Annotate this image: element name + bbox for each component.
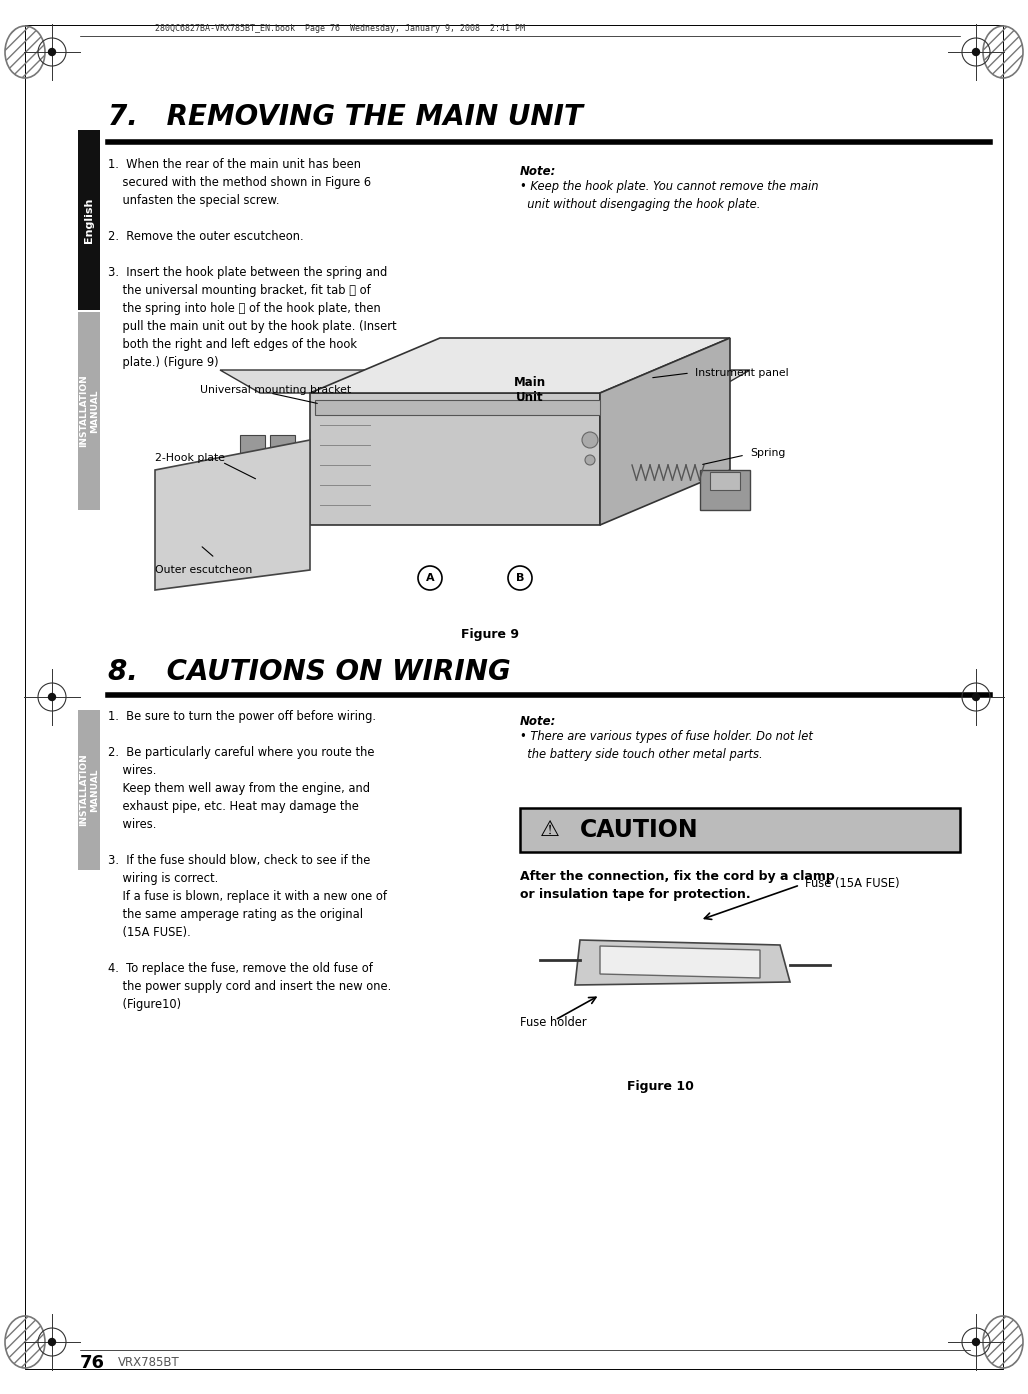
Bar — [700, 470, 750, 510]
Bar — [710, 473, 740, 491]
Text: 2-Hook plate: 2-Hook plate — [155, 453, 225, 463]
Polygon shape — [240, 435, 265, 530]
Text: Note:: Note: — [520, 715, 556, 728]
Text: 7.   REMOVING THE MAIN UNIT: 7. REMOVING THE MAIN UNIT — [108, 103, 583, 131]
Text: Figure 9: Figure 9 — [461, 629, 519, 641]
Polygon shape — [155, 441, 310, 590]
Text: Universal mounting bracket: Universal mounting bracket — [200, 385, 352, 395]
Text: Fuse (15A FUSE): Fuse (15A FUSE) — [805, 877, 900, 889]
Text: 76: 76 — [80, 1354, 105, 1372]
Text: Main
Unit: Main Unit — [514, 376, 546, 404]
Text: • Keep the hook plate. You cannot remove the main
  unit without disengaging the: • Keep the hook plate. You cannot remove… — [520, 180, 818, 210]
Polygon shape — [600, 337, 730, 526]
Text: 8.   CAUTIONS ON WIRING: 8. CAUTIONS ON WIRING — [108, 658, 511, 686]
Text: Instrument panel: Instrument panel — [695, 368, 788, 378]
Polygon shape — [270, 435, 295, 530]
Polygon shape — [310, 337, 730, 393]
Polygon shape — [220, 369, 750, 393]
Circle shape — [972, 1338, 980, 1345]
Text: CAUTION: CAUTION — [580, 818, 699, 842]
Text: Outer escutcheon: Outer escutcheon — [155, 565, 252, 574]
Circle shape — [48, 49, 56, 56]
Circle shape — [585, 454, 595, 466]
Text: After the connection, fix the cord by a clamp
or insulation tape for protection.: After the connection, fix the cord by a … — [520, 870, 835, 901]
Circle shape — [972, 693, 980, 701]
Text: INSTALLATION
MANUAL: INSTALLATION MANUAL — [79, 375, 99, 447]
Circle shape — [48, 693, 56, 701]
Polygon shape — [575, 940, 790, 986]
Text: A: A — [426, 573, 434, 583]
Text: Spring: Spring — [750, 447, 785, 459]
Bar — [78, 312, 100, 510]
FancyBboxPatch shape — [520, 809, 960, 852]
Text: 280QC6827BA-VRX785BT_EN.book  Page 76  Wednesday, January 9, 2008  2:41 PM: 280QC6827BA-VRX785BT_EN.book Page 76 Wed… — [155, 24, 525, 32]
Text: INSTALLATION
MANUAL: INSTALLATION MANUAL — [79, 754, 99, 827]
Text: English: English — [84, 198, 94, 243]
Polygon shape — [600, 947, 760, 979]
Text: 1.  When the rear of the main unit has been
    secured with the method shown in: 1. When the rear of the main unit has be… — [108, 158, 397, 369]
Text: Figure 10: Figure 10 — [626, 1080, 694, 1093]
Text: • There are various types of fuse holder. Do not let
  the battery side touch ot: • There are various types of fuse holder… — [520, 730, 813, 761]
Circle shape — [582, 432, 598, 447]
Polygon shape — [310, 393, 600, 526]
Text: Note:: Note: — [520, 164, 556, 178]
Bar — [78, 130, 100, 309]
Text: B: B — [516, 573, 524, 583]
Text: ⚠: ⚠ — [540, 820, 560, 841]
Text: VRX785BT: VRX785BT — [118, 1356, 180, 1369]
Circle shape — [418, 566, 442, 590]
Polygon shape — [315, 400, 600, 415]
Bar — [78, 710, 100, 870]
Circle shape — [508, 566, 533, 590]
Text: 1.  Be sure to turn the power off before wiring.

2.  Be particularly careful wh: 1. Be sure to turn the power off before … — [108, 710, 392, 1011]
Text: Fuse holder: Fuse holder — [520, 1016, 587, 1030]
Circle shape — [972, 49, 980, 56]
Circle shape — [48, 1338, 56, 1345]
